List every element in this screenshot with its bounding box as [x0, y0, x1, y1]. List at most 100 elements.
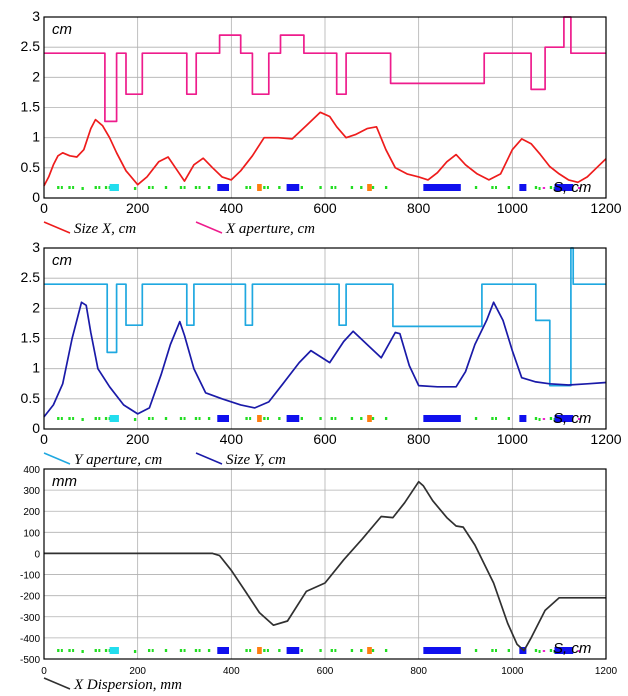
- lattice-marker-green: [104, 417, 108, 420]
- lattice-marker-green: [249, 186, 252, 189]
- lattice-marker-green: [330, 186, 333, 189]
- lattice-marker-magenta: [542, 418, 546, 420]
- lattice-marker-blue: [286, 647, 300, 654]
- unit-label-1: cm: [52, 21, 72, 38]
- lattice-marker-green: [263, 649, 266, 652]
- lattice-marker-orange: [367, 647, 372, 654]
- x-tick-label: 1200: [590, 431, 621, 447]
- y-tick-label: 100: [23, 528, 40, 539]
- y-tick-label: 2: [32, 68, 40, 84]
- lattice-marker-blue: [217, 184, 229, 191]
- plot-frame-1: [43, 16, 607, 199]
- x-tick-label: 0: [40, 431, 48, 447]
- lattice-marker-green: [507, 417, 510, 420]
- y-tick-label: -200: [20, 592, 40, 603]
- panel-x-dispersion: -500 -400 -300 -200 -100 0 100 200 300 400 0 200 40…: [20, 465, 618, 693]
- legend-swatch-x-dispersion: [43, 677, 71, 690]
- lattice-marker-blue: [423, 647, 461, 654]
- lattice-marker-green: [183, 417, 186, 420]
- lattice-marker-green: [371, 186, 375, 189]
- lattice-marker-green: [60, 186, 63, 189]
- lattice-marker-magenta: [577, 187, 581, 189]
- lattice-marker-green: [183, 186, 186, 189]
- legend-swatch-size-y: [195, 452, 223, 465]
- lattice-marker-green: [360, 417, 363, 420]
- x-tick-label: 400: [220, 200, 244, 216]
- lattice-marker-green: [179, 417, 183, 420]
- legend-label-x-dispersion: X Dispersion, mm: [73, 677, 182, 693]
- x-tick-labels-3: 0 200 400 600 800 1000 1200: [41, 666, 617, 677]
- lattice-marker-green: [330, 417, 333, 420]
- lattice-marker-green: [104, 649, 108, 652]
- lattice-marker-blue: [423, 184, 461, 191]
- lattice-marker-green: [60, 417, 63, 420]
- y-tick-label: 2: [32, 299, 40, 315]
- lattice-marker-green: [57, 649, 60, 652]
- lattice-marker-green: [98, 186, 101, 189]
- y-tick-label: 1: [32, 129, 40, 145]
- y-tick-label: 300: [23, 486, 40, 497]
- lattice-marker-green: [278, 649, 281, 652]
- y-tick-label: 0: [34, 549, 40, 560]
- x-tick-label: 1000: [497, 200, 528, 216]
- series-line-size-x-cm: [43, 111, 607, 187]
- lattice-marker-blue: [554, 415, 574, 422]
- lattice-marker-orange: [257, 647, 262, 654]
- y-tick-labels-2: 0 0.5 1 1.5 2 2.5 3: [21, 239, 41, 436]
- lattice-marker-green: [491, 649, 494, 652]
- lattice-marker-green: [72, 649, 75, 652]
- y-tick-label: 0.5: [21, 390, 41, 406]
- lattice-marker-green: [57, 186, 60, 189]
- x-tick-label: 1000: [497, 431, 528, 447]
- lattice-marker-green: [68, 649, 71, 652]
- lattice-marker-green: [538, 418, 541, 421]
- lattice-marker-green: [266, 649, 269, 652]
- lattice-marker-green: [278, 186, 281, 189]
- lattice-marker-green: [360, 186, 363, 189]
- lattice-marker-blue: [217, 647, 229, 654]
- y-tick-label: 2.5: [21, 38, 41, 54]
- lattice-marker-green: [133, 650, 137, 653]
- lattice-marker-green: [384, 186, 388, 189]
- lattice-marker-green: [207, 417, 211, 420]
- legend-label-y-aperture: Y aperture, cm: [74, 452, 162, 468]
- lattice-marker-green: [491, 417, 494, 420]
- lattice-marker-green: [81, 187, 84, 190]
- lattice-marker-green: [350, 417, 354, 420]
- lattice-marker-green: [147, 649, 151, 652]
- lattice-marker-green: [98, 649, 101, 652]
- y-tick-label: 2.5: [21, 269, 41, 285]
- lattice-marker-green: [194, 649, 198, 652]
- lattice-marker-green: [81, 418, 84, 421]
- lattice-marker-blue: [519, 184, 527, 191]
- x-tick-label: 600: [313, 431, 337, 447]
- y-tick-labels-1: 0 0.5 1 1.5 2 2.5 3: [21, 8, 41, 205]
- lattice-marker-green: [147, 417, 151, 420]
- y-tick-label: 1.5: [21, 99, 41, 115]
- lattice-marker-blue: [554, 647, 574, 654]
- x-tick-label: 200: [126, 431, 150, 447]
- series-group-3: [44, 480, 606, 652]
- lattice-marker-green: [94, 417, 97, 420]
- y-tick-label: -500: [20, 655, 40, 666]
- s-axis-label-3: S, cm: [553, 640, 591, 657]
- lattice-marker-orange: [367, 184, 372, 191]
- lattice-marker-green: [495, 186, 498, 189]
- series-group-1: [43, 16, 607, 187]
- lattice-marker-green: [198, 649, 201, 652]
- x-tick-label: 1200: [590, 200, 621, 216]
- lattice-marker-green: [495, 417, 498, 420]
- legend-2: Y aperture, cm Size Y, cm: [43, 452, 286, 468]
- lattice-marker-green: [249, 417, 252, 420]
- lattice-marker-green: [549, 649, 553, 652]
- legend-swatch-x-aperture: [195, 221, 223, 234]
- legend-swatch-y-aperture: [43, 452, 71, 465]
- lattice-marker-green: [94, 186, 97, 189]
- lattice-marker-magenta: [577, 418, 581, 420]
- y-tick-labels-3: -500 -400 -300 -200 -100 0 100 200 300 400: [20, 465, 40, 666]
- plot-frame-2: [43, 247, 607, 430]
- lattice-marker-green: [72, 417, 75, 420]
- lattice-marker-green: [534, 649, 538, 652]
- lattice-marker-green: [133, 187, 137, 190]
- lattice-marker-green: [371, 649, 375, 652]
